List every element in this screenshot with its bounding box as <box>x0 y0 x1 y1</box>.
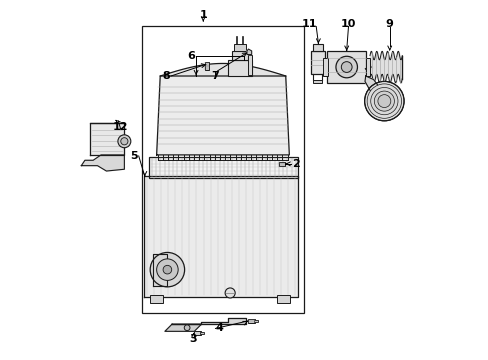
Polygon shape <box>81 155 124 171</box>
Text: 3: 3 <box>189 333 197 343</box>
Polygon shape <box>246 49 251 54</box>
Circle shape <box>341 62 351 72</box>
Circle shape <box>366 84 401 118</box>
Bar <box>247 319 255 323</box>
Bar <box>277 296 290 303</box>
Circle shape <box>370 87 397 115</box>
Text: 11: 11 <box>302 19 317 29</box>
Polygon shape <box>156 76 289 155</box>
Bar <box>365 58 369 76</box>
Circle shape <box>335 56 357 78</box>
Bar <box>312 44 323 51</box>
Bar <box>323 58 327 76</box>
Polygon shape <box>364 76 378 94</box>
Bar <box>193 331 201 335</box>
Text: 2: 2 <box>292 159 300 169</box>
Bar <box>253 320 258 322</box>
Text: 1: 1 <box>199 10 207 20</box>
Circle shape <box>377 95 390 108</box>
Text: 4: 4 <box>215 324 223 333</box>
Bar <box>231 51 247 60</box>
Bar <box>326 51 366 83</box>
Bar <box>150 296 163 303</box>
Bar <box>278 162 284 166</box>
Polygon shape <box>144 176 298 297</box>
Bar <box>228 60 251 76</box>
Text: 7: 7 <box>211 71 219 81</box>
Circle shape <box>364 81 403 121</box>
Polygon shape <box>153 253 167 286</box>
Bar <box>142 26 303 313</box>
Bar <box>310 51 325 74</box>
Bar <box>233 44 246 51</box>
Circle shape <box>121 138 128 145</box>
Bar <box>312 80 321 83</box>
Circle shape <box>156 259 178 280</box>
Bar <box>149 157 298 178</box>
Circle shape <box>224 288 235 298</box>
Text: 10: 10 <box>340 19 355 29</box>
Circle shape <box>184 325 190 330</box>
Text: 5: 5 <box>130 151 138 161</box>
Text: 8: 8 <box>162 71 170 81</box>
Text: 9: 9 <box>385 19 393 29</box>
Text: 6: 6 <box>186 51 194 61</box>
Polygon shape <box>164 324 201 331</box>
Bar <box>200 332 204 334</box>
Bar <box>247 55 251 75</box>
Bar <box>204 62 208 69</box>
Circle shape <box>163 265 171 274</box>
Circle shape <box>373 91 394 111</box>
Circle shape <box>150 252 184 287</box>
Text: 12: 12 <box>113 122 128 132</box>
Polygon shape <box>172 318 246 324</box>
Circle shape <box>118 135 131 148</box>
Polygon shape <box>89 123 124 155</box>
